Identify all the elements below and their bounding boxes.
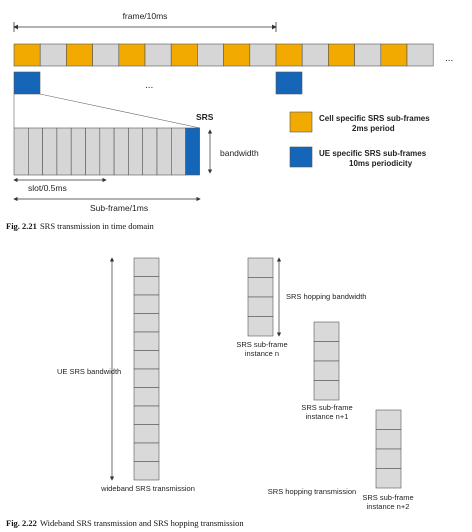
hopping-cell-n2 xyxy=(375,429,402,450)
wideband-cell xyxy=(133,313,160,333)
wideband-cell xyxy=(133,294,160,314)
figure-caption-2-21: Fig. 2.21 SRS transmission in time domain xyxy=(6,221,154,231)
cell-srs-subframe xyxy=(380,43,408,67)
hopping-block-n-plus-2 xyxy=(375,409,402,489)
instance-n-line1: SRS sub-frame xyxy=(236,340,287,349)
ellipsis-right: ... xyxy=(445,53,453,64)
caption-number: Fig. 2.22 xyxy=(6,518,37,528)
legend-cell-line1: Cell specific SRS sub-frames xyxy=(319,114,430,123)
instance-n1-line1: SRS sub-frame xyxy=(301,403,352,412)
hopping-cell-n xyxy=(247,277,274,298)
wideband-cell xyxy=(133,387,160,407)
wideband-cell xyxy=(133,368,160,388)
wideband-cell xyxy=(133,405,160,425)
hopping-cell-n2 xyxy=(375,409,402,430)
figure-caption-2-22: Fig. 2.22 Wideband SRS transmission and S… xyxy=(6,518,244,528)
cell-srs-subframe xyxy=(13,43,41,67)
subframe-label: Sub-frame/1ms xyxy=(90,203,148,213)
wideband-cell xyxy=(133,461,160,481)
caption-number: Fig. 2.21 xyxy=(6,221,37,231)
subframe-cell xyxy=(301,43,329,67)
cell-srs-subframe xyxy=(328,43,355,67)
hopping-cell-n2 xyxy=(375,468,402,489)
symbol-cell xyxy=(85,127,101,176)
symbol-cell xyxy=(142,127,158,176)
caption-text: Wideband SRS transmission and SRS hoppin… xyxy=(39,518,244,528)
legend-ue-line1: UE specific SRS sub-frames xyxy=(319,149,427,158)
subframe-cell xyxy=(92,43,120,67)
ue-bandwidth-label: UE SRS bandwidth xyxy=(57,367,121,376)
ue-srs-marker-2 xyxy=(275,71,303,95)
instance-n2-line2: instance n+2 xyxy=(367,502,410,511)
wideband-column xyxy=(133,257,160,481)
srs-label: SRS xyxy=(196,112,214,122)
hopping-block-n xyxy=(247,257,274,337)
hopping-block-n-plus-1 xyxy=(313,321,340,401)
symbol-cell xyxy=(56,127,72,176)
subframe-cell xyxy=(144,43,172,67)
frame-label: frame/10ms xyxy=(123,11,168,21)
ue-srs-marker-1 xyxy=(13,71,41,95)
subframe-cell xyxy=(406,43,434,67)
hopping-bandwidth-label: SRS hopping bandwidth xyxy=(286,292,366,301)
symbol-cell xyxy=(27,127,43,176)
symbol-cell xyxy=(156,127,172,176)
hopping-cell-n1 xyxy=(313,380,340,401)
symbol-cell xyxy=(13,127,29,176)
legend-swatch-ue xyxy=(289,146,313,168)
legend-ue-line2: 10ms periodicity xyxy=(349,159,413,168)
cell-srs-subframe xyxy=(170,43,198,67)
symbol-cell xyxy=(171,127,186,176)
wideband-label: wideband SRS transmission xyxy=(100,484,195,493)
caption-text: SRS transmission in time domain xyxy=(39,221,154,231)
symbol-cell xyxy=(42,127,58,176)
hopping-cell-n xyxy=(247,316,274,337)
symbol-cell xyxy=(113,127,129,176)
subframe-cell xyxy=(354,43,382,67)
srs-symbol xyxy=(185,127,200,176)
instance-n2-line1: SRS sub-frame xyxy=(362,493,413,502)
legend-swatch-cell xyxy=(289,111,313,133)
zoomed-subframe xyxy=(13,127,200,176)
slot-label: slot/0.5ms xyxy=(28,183,67,193)
wideband-cell xyxy=(133,442,160,462)
cell-srs-subframe xyxy=(223,43,251,67)
wideband-cell xyxy=(133,276,160,296)
legend: Cell specific SRS sub-frames 2ms period … xyxy=(289,111,430,168)
subframe-cell xyxy=(197,43,224,67)
instance-n1-line2: instance n+1 xyxy=(306,412,349,421)
wideband-cell xyxy=(133,257,160,277)
subframe-cell xyxy=(249,43,277,67)
wideband-cell xyxy=(133,424,160,444)
cell-srs-subframe xyxy=(66,43,93,67)
cell-srs-subframe xyxy=(118,43,146,67)
zoom-line-right xyxy=(39,93,201,129)
symbol-cell xyxy=(128,127,143,176)
legend-cell-line2: 2ms period xyxy=(352,124,395,133)
subframe-cell xyxy=(39,43,67,67)
symbol-cell xyxy=(99,127,115,176)
figure-srs-time-domain: frame/10ms ... ... SRS bandwidth slot/0.… xyxy=(0,0,472,225)
hopping-cell-n1 xyxy=(313,360,340,381)
hopping-cell-n1 xyxy=(313,341,340,362)
symbol-cell xyxy=(70,127,86,176)
figure-wideband-vs-hopping: UE SRS bandwidth wideband SRS transmissi… xyxy=(0,254,472,521)
ellipsis-mid: ... xyxy=(145,80,153,91)
hopping-cell-n1 xyxy=(313,321,340,342)
subframe-strip xyxy=(13,43,434,67)
hopping-transmission-label: SRS hopping transmission xyxy=(268,487,356,496)
hopping-cell-n2 xyxy=(375,448,402,469)
wideband-cell xyxy=(133,331,160,351)
hopping-cell-n xyxy=(247,257,274,278)
cell-srs-subframe xyxy=(275,43,303,67)
wideband-cell xyxy=(133,350,160,370)
instance-n-line2: instance n xyxy=(245,349,279,358)
hopping-cell-n xyxy=(247,296,274,317)
bandwidth-label: bandwidth xyxy=(220,148,259,158)
